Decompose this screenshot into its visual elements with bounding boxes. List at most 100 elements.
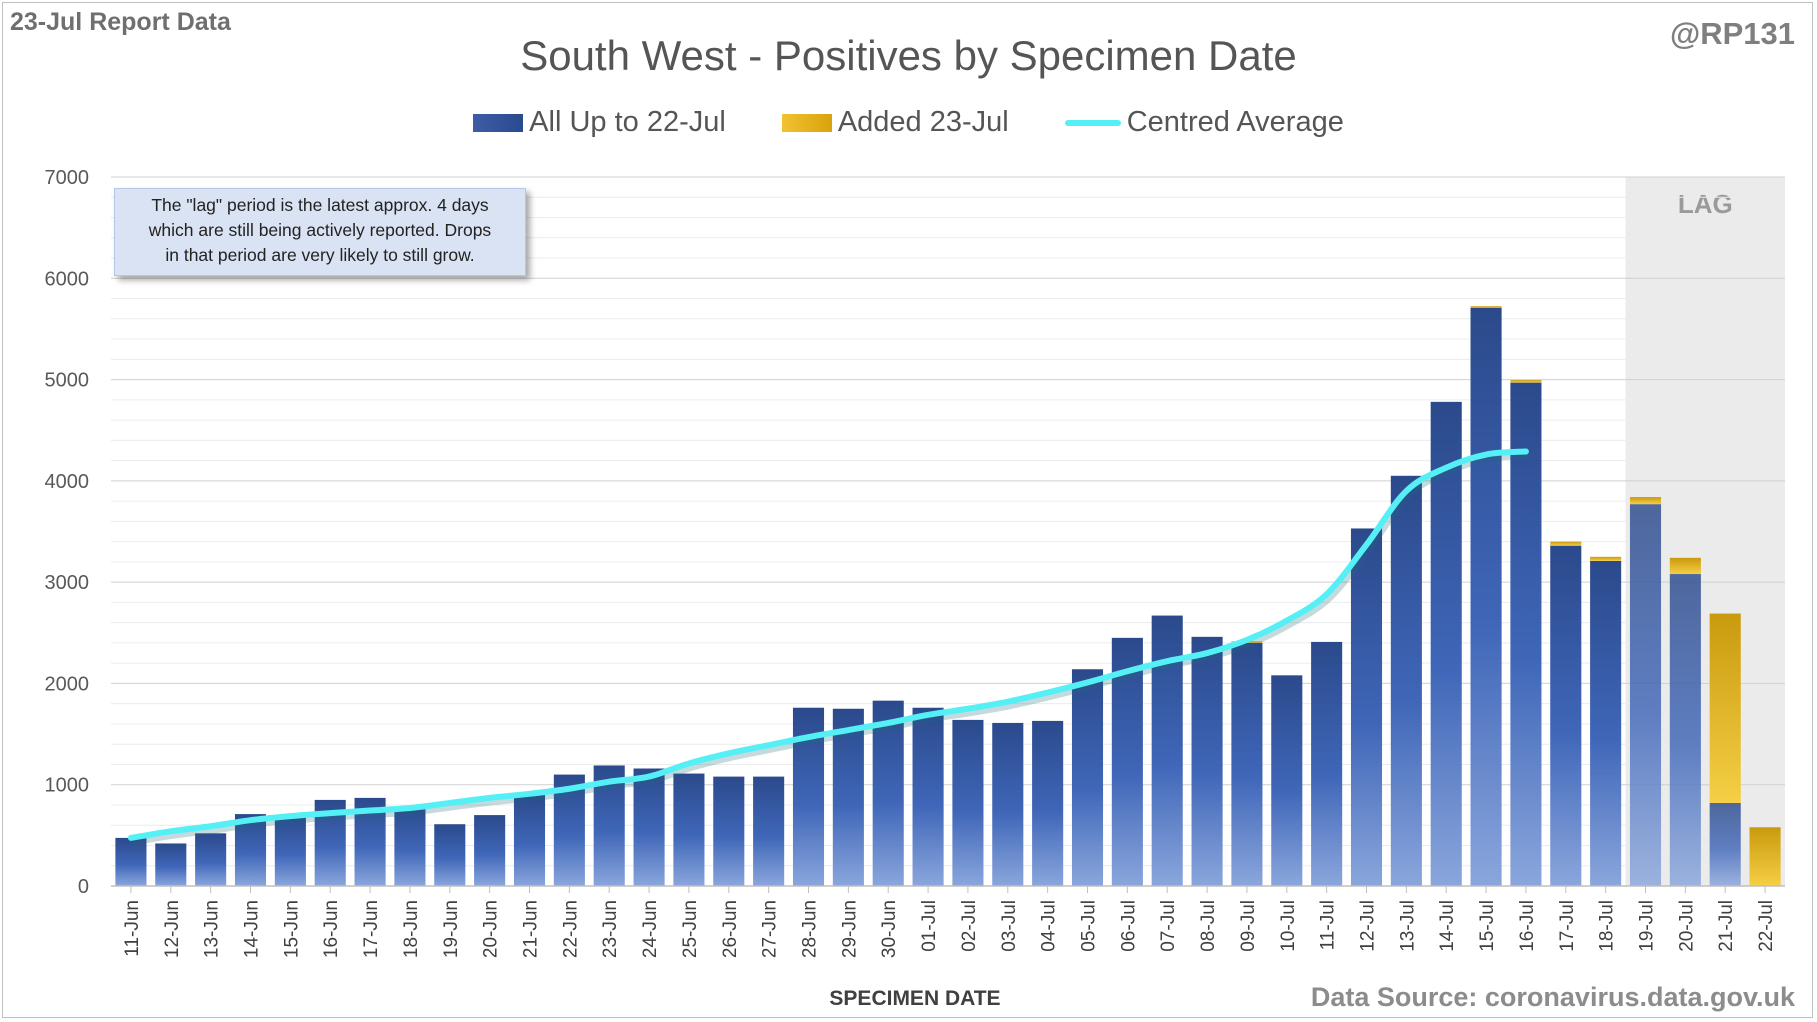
bar-all: [155, 843, 187, 886]
legend-item-average: Centred Average: [1064, 106, 1344, 139]
centred-average-shadow: [132, 449, 1529, 846]
x-tick-label: 10-Jul: [1278, 900, 1299, 952]
x-tick-label: 07-Jul: [1158, 900, 1179, 952]
x-tick-label: 22-Jun: [560, 900, 581, 958]
bar-all: [394, 806, 426, 886]
chart-legend: All Up to 22-Jul Added 23-Jul Centred Av…: [0, 106, 1817, 139]
bar-added: [1550, 541, 1582, 546]
x-tick-label: 15-Jul: [1477, 900, 1498, 952]
author-handle: @RP131: [1669, 16, 1795, 51]
y-tick-label: 4000: [45, 471, 90, 493]
bar-all: [753, 776, 785, 886]
x-tick-label: 28-Jun: [800, 900, 821, 958]
x-tick-label: 15-Jun: [281, 900, 302, 958]
y-tick-label: 5000: [45, 370, 90, 392]
x-tick-label: 30-Jun: [879, 900, 900, 958]
x-tick-label: 09-Jul: [1238, 900, 1259, 952]
legend-label-added: Added 23-Jul: [837, 106, 1009, 138]
bar-all: [1430, 401, 1462, 886]
x-tick-label: 20-Jul: [1676, 900, 1697, 952]
bar-all: [713, 776, 745, 886]
bar-added: [1709, 613, 1741, 803]
bar-all: [1032, 720, 1064, 886]
bar-all: [673, 773, 705, 886]
x-tick-label: 03-Jul: [999, 900, 1020, 952]
x-tick-label: 06-Jul: [1118, 900, 1139, 952]
bar-all: [195, 833, 227, 886]
bar-all: [1390, 475, 1422, 886]
bar-all: [1709, 802, 1741, 886]
bar-all: [1470, 307, 1502, 886]
x-tick-label: 13-Jul: [1397, 900, 1418, 952]
x-axis-title: SPECIMEN DATE: [829, 987, 1001, 1010]
y-tick-label: 1000: [45, 775, 90, 797]
x-tick-label: 26-Jun: [720, 900, 741, 958]
report-date-label: 23-Jul Report Data: [10, 8, 231, 36]
y-tick-label: 6000: [45, 268, 90, 290]
bar-all: [912, 707, 944, 886]
bar-all: [115, 837, 147, 886]
x-tick-label: 08-Jul: [1198, 900, 1219, 952]
bar-added: [1629, 497, 1662, 505]
bar-all: [1669, 574, 1701, 886]
bar-added: [1510, 380, 1542, 383]
bar-all: [1271, 675, 1303, 886]
x-tick-label: 02-Jul: [959, 900, 980, 952]
x-tick-label: 18-Jun: [401, 900, 422, 958]
x-tick-label: 11-Jul: [1318, 900, 1339, 950]
x-tick-label: 21-Jun: [521, 900, 542, 958]
x-tick-label: 01-Jul: [919, 900, 940, 952]
bar-added: [1470, 306, 1502, 308]
x-tick-label: 17-Jun: [361, 900, 382, 958]
bar-all: [1629, 504, 1662, 886]
bar-all: [952, 719, 984, 886]
bar-all: [633, 768, 665, 886]
y-tick-label: 7000: [45, 167, 90, 189]
bar-all: [274, 816, 306, 886]
x-tick-label: 23-Jun: [600, 900, 621, 958]
y-tick-label: 3000: [45, 572, 90, 594]
bar-all: [1191, 636, 1223, 886]
x-tick-label: 13-Jun: [202, 900, 223, 958]
x-tick-label: 14-Jun: [242, 900, 263, 958]
x-tick-label: 25-Jun: [680, 900, 701, 958]
bar-all: [1071, 669, 1104, 886]
legend-label-average: Centred Average: [1126, 106, 1344, 138]
bar-all: [832, 708, 864, 886]
bar-all: [513, 794, 546, 886]
x-tick-label: 04-Jul: [1039, 900, 1060, 952]
x-tick-label: 05-Jul: [1079, 900, 1100, 952]
bar-all: [1590, 560, 1622, 886]
bar-all: [474, 815, 506, 886]
bar-all: [1350, 528, 1383, 886]
x-tick-label: 19-Jun: [441, 900, 462, 958]
bar-all: [872, 700, 904, 886]
bar-all: [1311, 641, 1343, 886]
x-tick-label: 24-Jun: [640, 900, 661, 958]
bar-all: [992, 722, 1024, 886]
x-tick-label: 14-Jul: [1437, 900, 1458, 952]
legend-swatch-all: [473, 113, 524, 132]
chart-svg: LAG 0 1000 2000 3000 4000 5000 6000 7000 11-Jun 1…: [45, 167, 1785, 958]
x-tick-label: 12-Jun: [162, 900, 183, 958]
x-tick-label: 19-Jul: [1637, 900, 1658, 952]
x-tick-label: 27-Jun: [760, 900, 781, 958]
bar-added: [1749, 827, 1781, 886]
bar-all: [234, 814, 267, 886]
bar-all: [1231, 642, 1263, 886]
legend-item-all: All Up to 22-Jul: [473, 106, 726, 139]
bar-all: [434, 824, 466, 886]
x-tick-label: 12-Jul: [1358, 900, 1379, 952]
x-tick-label: 29-Jun: [839, 900, 860, 958]
bar-added: [1590, 556, 1622, 561]
bar-added: [1669, 557, 1701, 575]
x-tick-label: 17-Jul: [1557, 900, 1578, 952]
chart-title: South West - Positives by Specimen Date: [520, 32, 1297, 79]
y-tick-label: 0: [78, 876, 89, 898]
bar-all: [1550, 545, 1582, 886]
legend-item-added: Added 23-Jul: [781, 106, 1009, 139]
x-tick-label: 22-Jul: [1756, 900, 1777, 952]
lag-note-box: The "lag" period is the latest approx. 4…: [114, 188, 526, 276]
x-tick-label: 16-Jul: [1517, 900, 1538, 952]
